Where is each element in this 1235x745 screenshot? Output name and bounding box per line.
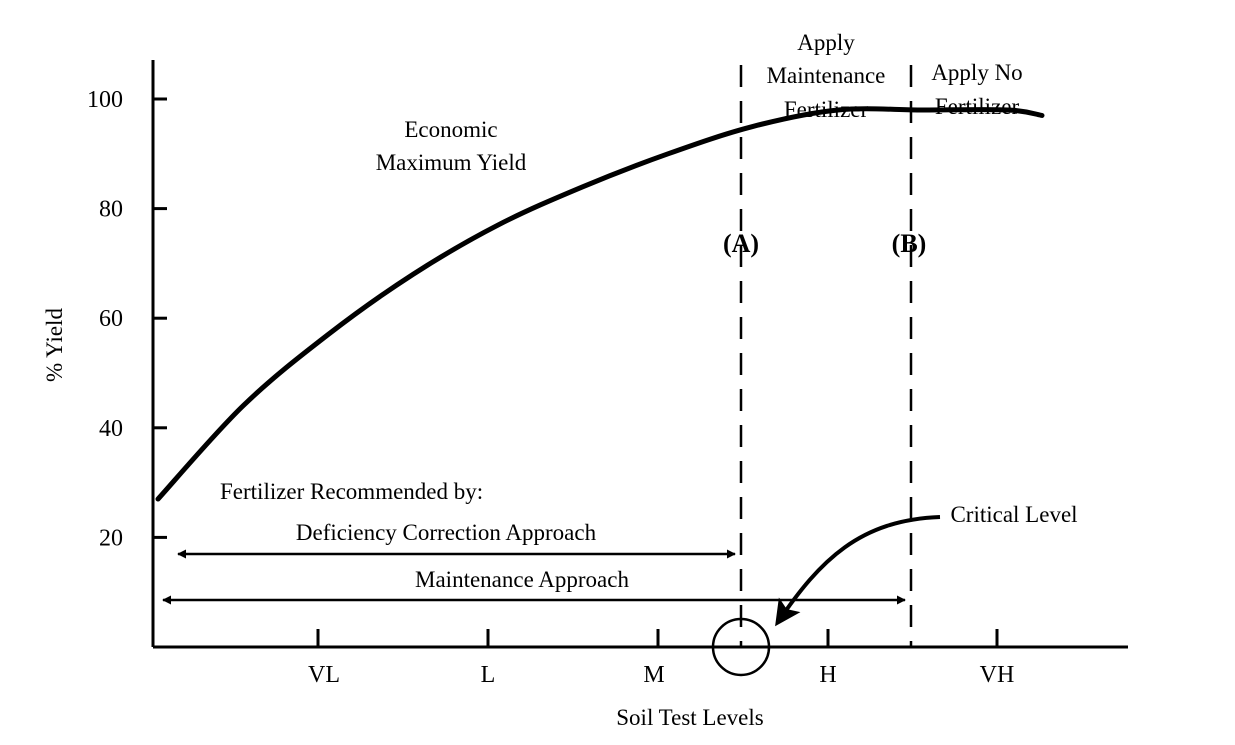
x-tick-label-vh: VH (980, 662, 1015, 688)
yield-curve (155, 106, 1045, 502)
critical-label-a: (A) (723, 229, 759, 258)
x-tick-label-h: H (819, 662, 836, 688)
x-tick-label-vl: VL (308, 662, 340, 688)
x-tick-label-m: M (643, 662, 664, 688)
maintenance-label-3: Fertilizer (784, 97, 869, 122)
y-tick-label-60: 60 (99, 306, 123, 332)
economic-max-label-2: Maximum Yield (376, 150, 527, 175)
x-axis-title: Soil Test Levels (616, 705, 764, 730)
critical-level-arrow (775, 515, 941, 627)
y-tick-label-80: 80 (99, 197, 123, 223)
critical-label-b: (B) (892, 229, 927, 258)
y-tick-label-100: 100 (87, 87, 123, 113)
y-tick-label-20: 20 (99, 525, 123, 551)
no-fert-label-1: Apply No (931, 60, 1022, 85)
economic-max-label-1: Economic (404, 117, 497, 142)
x-axis-ticks: VL L M H VH (308, 629, 1014, 688)
maintenance-approach-label: Maintenance Approach (415, 567, 629, 592)
y-tick-label-40: 40 (99, 416, 123, 442)
y-axis-ticks: 20 40 60 80 100 (87, 87, 167, 551)
maintenance-label-1: Apply (797, 30, 855, 55)
critical-level-circle (711, 617, 771, 677)
maintenance-label-2: Maintenance (767, 63, 886, 88)
fert-recommended-label: Fertilizer Recommended by: (220, 479, 483, 504)
x-tick-label-l: L (481, 662, 496, 688)
no-fert-label-2: Fertilizer (935, 94, 1020, 119)
y-axis-title: % Yield (42, 308, 67, 382)
deficiency-approach-label: Deficiency Correction Approach (296, 520, 597, 545)
critical-level-label: Critical Level (950, 502, 1077, 527)
